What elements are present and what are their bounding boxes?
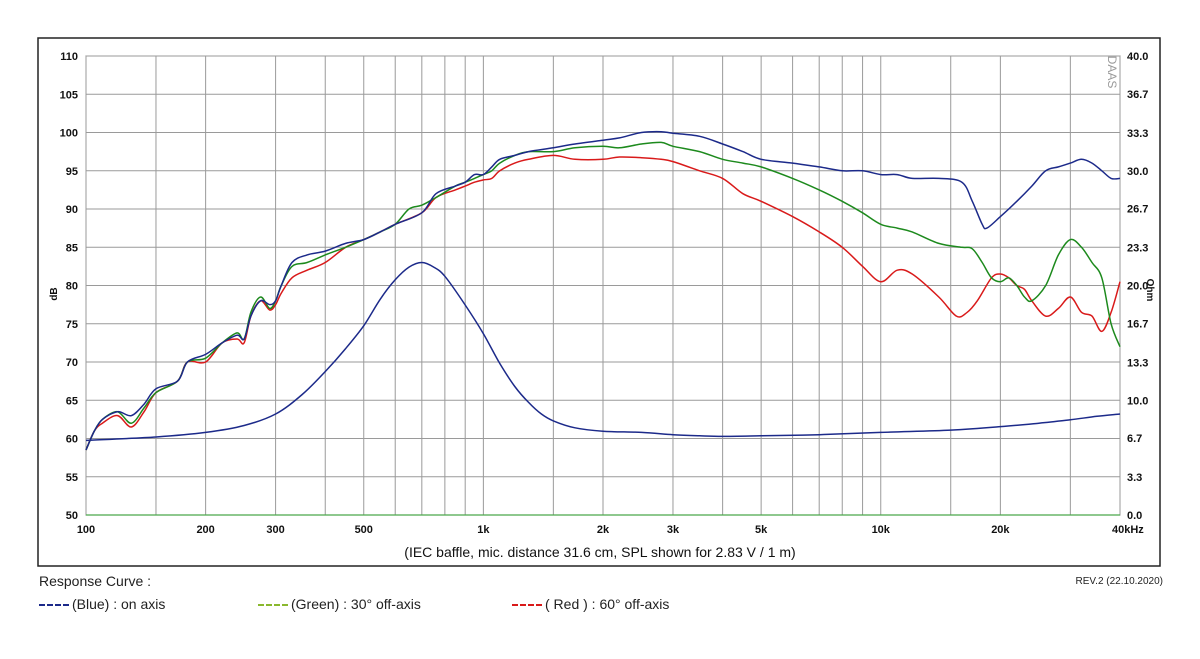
- x-tick-label: 300: [266, 524, 284, 536]
- series-line-60-off-axis: [85, 154, 1121, 451]
- x-tick-label: 200: [196, 524, 214, 536]
- tick-labels: 110 105 100 95 90 85 80 75 70 65 60 55 50 40.0 36.7 33.…: [60, 51, 1149, 536]
- x-tick-label: 1k: [477, 524, 490, 536]
- y-tick-label-right: 13.3: [1127, 357, 1148, 369]
- x-tick-label: 5k: [755, 524, 768, 536]
- x-tick-label: 500: [355, 524, 373, 536]
- y-tick-label-left: 80: [66, 281, 78, 293]
- y-tick-label-right: 10.0: [1127, 395, 1148, 407]
- y-tick-label-left: 85: [66, 242, 78, 254]
- y-tick-label-left: 55: [66, 472, 78, 484]
- y-tick-label-right: 26.7: [1127, 204, 1148, 216]
- x-tick-label: 40kHz: [1112, 524, 1144, 536]
- series-layer: [85, 130, 1121, 451]
- y-tick-label-right: 20.0: [1127, 281, 1148, 293]
- y-tick-label-left: 60: [66, 434, 78, 446]
- x-tick-label: 10k: [872, 524, 891, 536]
- legend-swatch-green: [258, 604, 288, 606]
- y-tick-label-right: 40.0: [1127, 51, 1148, 63]
- y-axis-label-left: dB: [49, 287, 60, 300]
- y-tick-label-right: 33.3: [1127, 128, 1148, 140]
- legend-swatch-blue: [39, 604, 69, 606]
- chart-caption: (IEC baffle, mic. distance 31.6 cm, SPL …: [404, 544, 795, 560]
- x-tick-label: 2k: [597, 524, 610, 536]
- x-tick-label: 20k: [991, 524, 1010, 536]
- y-tick-label-left: 110: [60, 51, 78, 63]
- y-axis-label-right: Ohm: [1144, 279, 1155, 302]
- y-tick-label-left: 105: [60, 89, 78, 101]
- y-tick-label-right: 0.0: [1127, 510, 1142, 522]
- y-tick-label-right: 16.7: [1127, 318, 1148, 330]
- chart-frame: [37, 37, 1161, 567]
- series-line-impedance: [85, 261, 1121, 442]
- x-tick-label: 3k: [667, 524, 680, 536]
- revision-label: REV.2 (22.10.2020): [1075, 576, 1163, 587]
- y-tick-label-right: 30.0: [1127, 166, 1148, 178]
- y-tick-label-left: 50: [66, 510, 78, 522]
- watermark-daas: DAAS: [1105, 56, 1119, 89]
- y-tick-label-left: 100: [60, 128, 78, 140]
- legend-label-blue: (Blue) : on axis: [72, 596, 166, 612]
- legend-swatch-red: [512, 604, 542, 606]
- grid: [85, 55, 1121, 516]
- y-tick-label-left: 70: [66, 357, 78, 369]
- y-tick-label-right: 6.7: [1127, 433, 1142, 445]
- legend-heading: Response Curve :: [39, 573, 152, 589]
- y-tick-label-left: 65: [66, 395, 78, 407]
- y-tick-label-left: 90: [66, 204, 78, 216]
- y-tick-label-right: 3.3: [1127, 472, 1142, 484]
- y-tick-label-left: 95: [66, 166, 78, 178]
- y-tick-label-right: 36.7: [1127, 89, 1148, 101]
- y-tick-label-right: 23.3: [1127, 243, 1148, 255]
- y-tick-label-left: 75: [66, 319, 78, 331]
- series-line-on-axis: [85, 130, 1121, 451]
- x-tick-label: 100: [77, 524, 95, 536]
- legend-label-red: ( Red ) : 60° off-axis: [545, 596, 670, 612]
- legend-label-green: (Green) : 30° off-axis: [291, 596, 421, 612]
